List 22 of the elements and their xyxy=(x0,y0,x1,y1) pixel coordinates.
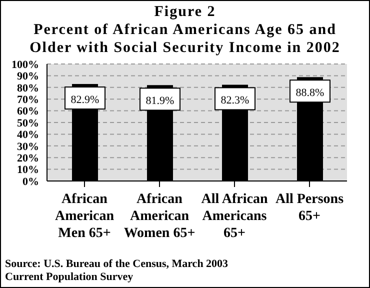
chart-title: Figure 2 xyxy=(153,3,217,21)
x-tick-label: All Persons 65+ xyxy=(275,192,344,224)
y-tick-label: 70% xyxy=(17,94,39,106)
data-label: 82.9% xyxy=(70,94,100,106)
source-note: Source: U.S. Bureau of the Census, March 2003 Current Population Survey xyxy=(5,258,230,284)
y-tick-label: 20% xyxy=(17,152,39,165)
data-label: 88.8% xyxy=(296,87,324,100)
y-tick-label: 50% xyxy=(17,117,39,130)
y-tick-label: 90% xyxy=(17,70,39,83)
y-tick-label: 10% xyxy=(17,164,39,176)
x-tick-label: African American Men 65+ xyxy=(54,192,114,241)
y-tick-label: 40% xyxy=(17,129,39,142)
data-label: 81.9% xyxy=(146,95,174,108)
y-tick-label: 100% xyxy=(12,58,39,71)
data-label: 82.3% xyxy=(220,94,250,107)
y-tick-label: 0% xyxy=(22,176,39,188)
y-tick-label: 80% xyxy=(17,82,39,94)
x-tick-label: African American Women 65+ xyxy=(124,192,196,241)
chart-subtitle: Percent of African Americans Age 65 and Older with Social Security Income in 2002 xyxy=(28,21,342,57)
x-tick-label: All African Americans 65+ xyxy=(201,192,268,241)
y-tick-label: 60% xyxy=(17,106,39,118)
y-tick-label: 30% xyxy=(17,140,39,153)
